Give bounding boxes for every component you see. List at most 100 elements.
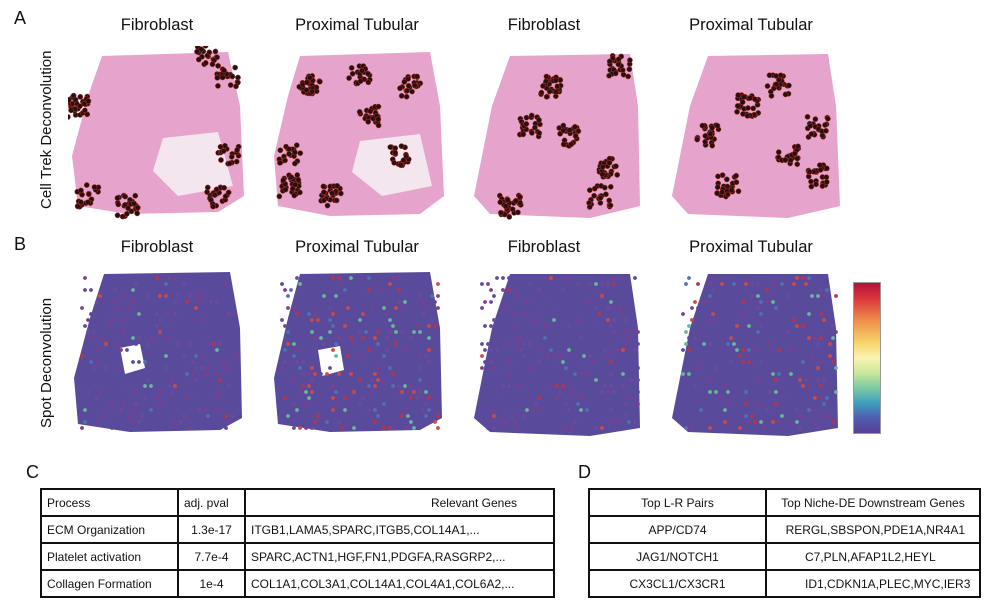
spot-dot: [364, 330, 368, 334]
spot-dot: [322, 342, 326, 346]
spot-dot: [483, 300, 487, 304]
spot-dot: [507, 288, 511, 292]
row-b-title-2: Proximal Tubular: [295, 238, 419, 256]
cell-dot: [213, 186, 220, 193]
spot-dot: [409, 276, 413, 280]
spot-dot: [385, 312, 389, 316]
spot-dot: [609, 300, 613, 304]
spot-dot: [92, 366, 96, 370]
spot-dot: [358, 318, 362, 322]
spot-dot: [298, 390, 302, 394]
spot-dot: [489, 408, 493, 412]
spot-dot: [149, 408, 153, 412]
spot-dot: [549, 276, 553, 280]
spot-dot: [358, 378, 362, 382]
spot-dot: [400, 282, 404, 286]
spot-dot: [699, 384, 703, 388]
spot-dot: [711, 312, 715, 316]
spot-dot: [711, 420, 715, 424]
cell-dot: [217, 143, 224, 150]
cell-dot: [400, 157, 407, 164]
spot-dot: [146, 378, 150, 382]
spot-dot: [807, 276, 811, 280]
cell-dot: [235, 74, 241, 81]
spot-dot: [558, 354, 562, 358]
spot-dot: [433, 300, 437, 304]
spot-dot: [573, 408, 577, 412]
spot-dot: [543, 324, 547, 328]
spot-dot: [609, 276, 613, 280]
spot-dot: [280, 366, 284, 370]
spot-dot: [552, 306, 556, 310]
cell-dot: [297, 189, 303, 196]
spot-image-1: [74, 272, 242, 432]
spot-dot: [292, 354, 296, 358]
cell-dot: [529, 130, 535, 136]
spot-dot: [200, 294, 204, 298]
cell-dot: [68, 114, 71, 120]
spot-dot: [537, 360, 541, 364]
cell-dot: [523, 114, 530, 121]
spot-dot: [762, 282, 766, 286]
spot-dot: [292, 342, 296, 346]
table-cell: RERGL,SBSPON,PDE1A,NR4A1: [765, 515, 981, 544]
spot-dot: [768, 294, 772, 298]
cell-dot: [625, 73, 631, 80]
spot-dot: [110, 318, 114, 322]
cell-dot: [782, 157, 789, 163]
spot-dot: [343, 324, 347, 328]
spot-dot: [606, 282, 610, 286]
spot-dot: [618, 342, 622, 346]
spot-dot: [555, 384, 559, 388]
table-c-header: Process adj. pval Relevant Genes: [40, 488, 555, 517]
spot-dot: [822, 330, 826, 334]
spot-dot: [101, 312, 105, 316]
spot-dot: [149, 336, 153, 340]
cell-dot: [215, 62, 221, 69]
cell-dot: [714, 190, 721, 197]
spot-dot: [292, 378, 296, 382]
spot-dot: [101, 348, 105, 352]
cell-dot: [294, 172, 301, 178]
spot-dot: [480, 306, 484, 310]
spot-dot: [310, 354, 314, 358]
spot-dot: [777, 336, 781, 340]
spot-dot: [95, 348, 99, 352]
spot-dot: [633, 276, 637, 280]
spot-dot: [304, 390, 308, 394]
spot-dot: [367, 348, 371, 352]
cell-dot: [232, 64, 238, 71]
spot-dot: [768, 306, 772, 310]
spot-dot: [612, 390, 616, 394]
spot-dot: [325, 408, 329, 412]
spot-dot: [600, 390, 604, 394]
spot-dot: [588, 402, 592, 406]
spot-dot: [382, 402, 386, 406]
spot-dot: [415, 324, 419, 328]
spot-dot: [609, 312, 613, 316]
cell-dot: [297, 150, 304, 156]
spot-dot: [149, 324, 153, 328]
cell-dot: [68, 96, 72, 103]
spot-dot: [498, 390, 502, 394]
spot-dot: [573, 372, 577, 376]
spot-dot: [200, 318, 204, 322]
spot-dot: [361, 384, 365, 388]
spot-dot: [128, 318, 132, 322]
spot-dot: [591, 288, 595, 292]
spot-dot: [313, 336, 317, 340]
spot-dot: [188, 354, 192, 358]
spot-dot: [750, 342, 754, 346]
spot-dot: [609, 324, 613, 328]
spot-dot: [373, 336, 377, 340]
spot-dot: [522, 342, 526, 346]
spot-dot: [615, 276, 619, 280]
cell-dot: [724, 191, 731, 198]
spot-dot: [116, 366, 120, 370]
spot-dot: [756, 378, 760, 382]
spot-dot: [298, 282, 302, 286]
spot-dot: [373, 408, 377, 412]
spot-dot: [576, 318, 580, 322]
spot-dot: [352, 366, 356, 370]
spot-dot: [486, 414, 490, 418]
